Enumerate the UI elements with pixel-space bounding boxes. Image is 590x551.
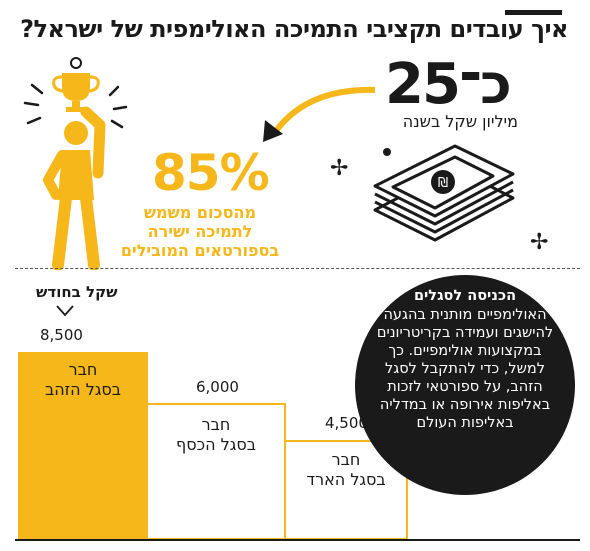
share-description: מהסכום משמש לתמיכה ישירה בספורטאים המובי…: [120, 203, 280, 260]
svg-text:₪: ₪: [438, 176, 448, 191]
athlete-trophy-illustration: [23, 57, 128, 270]
entry-title: הכניסה לסגלים: [413, 288, 517, 304]
page-title: איך עובדים תקציבי התמיכה האולימפית של יש…: [20, 15, 568, 43]
budget-approx-prefix: כ־: [458, 52, 512, 117]
chart-baseline: [15, 539, 580, 541]
bar-label-line: בסגל הארד: [306, 470, 386, 489]
chart-unit-label: שקל בחודש: [36, 283, 118, 301]
share-percent: 85%: [152, 144, 270, 202]
bar-label-line: חבר: [201, 415, 231, 434]
entry-body: האולימפיים מותנית בהגעה להישגים ועמידה ב…: [376, 307, 554, 431]
entry-info-circle: הכניסה לסגלים האולימפיים מותנית בהגעה לה…: [355, 275, 575, 495]
money-stack-illustration: ₪: [373, 144, 515, 242]
section-divider: [15, 268, 580, 269]
bar-label-line: חבר: [331, 450, 361, 469]
bar-silver: חבר בסגל הכסף: [148, 403, 286, 540]
bar-label-line: חבר: [68, 360, 98, 379]
budget-unit: מיליון שקל בשנה: [402, 112, 518, 131]
bar-label-line: בסגל הכסף: [176, 435, 256, 454]
bar-value-bronze: 4,500: [325, 414, 368, 432]
sparkle-icon: ✢: [330, 156, 349, 181]
bar-gold: חבר בסגל הזהב: [18, 352, 148, 540]
curved-arrow-icon: [263, 86, 376, 142]
budget-amount: 25כ־: [385, 52, 512, 117]
chevron-down-icon: [56, 305, 74, 317]
bar-label-line: בסגל הזהב: [44, 380, 122, 399]
header-rule: [505, 10, 562, 15]
bar-value-gold: 8,500: [40, 326, 83, 344]
sparkle-icon: ✢: [530, 230, 549, 255]
budget-number: 25: [385, 52, 461, 117]
bar-value-silver: 6,000: [196, 378, 239, 396]
